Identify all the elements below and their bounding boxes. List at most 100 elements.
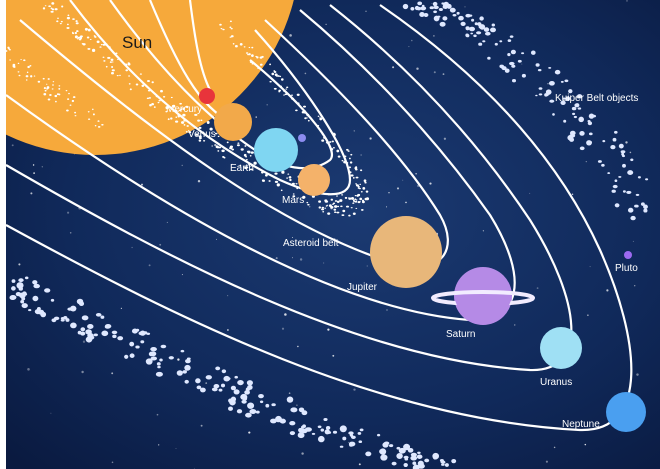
kuiper-object bbox=[569, 137, 575, 142]
kuiper-object bbox=[221, 369, 227, 374]
star bbox=[292, 257, 293, 259]
star bbox=[301, 452, 304, 455]
asteroid bbox=[352, 177, 355, 179]
asteroid bbox=[72, 18, 75, 20]
kuiper-object bbox=[396, 453, 403, 459]
asteroid bbox=[25, 79, 28, 81]
asteroid bbox=[25, 75, 29, 78]
kuiper-object bbox=[101, 330, 109, 337]
asteroid bbox=[287, 173, 290, 175]
asteroid bbox=[48, 5, 52, 8]
asteroid bbox=[331, 140, 334, 143]
kuiper-object bbox=[24, 276, 29, 280]
asteroid bbox=[362, 187, 366, 190]
asteroid bbox=[44, 89, 47, 92]
kuiper-object bbox=[622, 163, 626, 168]
asteroid bbox=[285, 88, 288, 90]
asteroid bbox=[117, 58, 119, 60]
asteroid bbox=[68, 92, 70, 95]
kuiper-object bbox=[391, 461, 397, 466]
asteroid bbox=[307, 119, 310, 122]
asteroid bbox=[219, 23, 222, 26]
asteroid bbox=[340, 205, 343, 208]
kuiper-object bbox=[215, 366, 221, 371]
kuiper-object bbox=[410, 452, 417, 457]
mercury-label: Mercury bbox=[166, 104, 202, 115]
star bbox=[402, 179, 404, 181]
asteroid bbox=[216, 146, 220, 149]
asteroid bbox=[179, 102, 182, 105]
asteroid bbox=[354, 195, 357, 197]
asteroid bbox=[354, 166, 358, 170]
star bbox=[292, 237, 293, 238]
kuiper-object bbox=[571, 106, 577, 111]
kuiper-object bbox=[439, 21, 446, 27]
asteroid bbox=[61, 5, 64, 8]
asteroid bbox=[97, 120, 100, 122]
kuiper-object bbox=[510, 49, 516, 55]
kuiper-object bbox=[403, 443, 411, 451]
star bbox=[587, 314, 589, 316]
asteroid bbox=[17, 62, 20, 65]
kuiper-object bbox=[494, 42, 498, 46]
asteroid bbox=[198, 139, 202, 142]
asteroid bbox=[243, 153, 247, 157]
kuiper-object bbox=[342, 436, 347, 441]
kuiper-object bbox=[424, 458, 430, 463]
kuiper-object bbox=[53, 316, 60, 321]
asteroid bbox=[288, 176, 292, 179]
asteroid bbox=[129, 88, 132, 91]
kuiper-object bbox=[458, 15, 464, 21]
asteroid bbox=[99, 46, 102, 48]
asteroid bbox=[50, 7, 53, 9]
asteroid bbox=[250, 151, 254, 154]
asteroid bbox=[306, 201, 309, 204]
asteroid bbox=[178, 109, 182, 112]
asteroid bbox=[332, 147, 335, 149]
kuiper-belt bbox=[9, 1, 649, 469]
kuiper-object bbox=[433, 10, 437, 14]
kuiper-object bbox=[509, 61, 515, 66]
star bbox=[332, 354, 335, 357]
kuiper-object bbox=[602, 140, 606, 143]
kuiper-object bbox=[184, 379, 189, 384]
kuiper-object bbox=[565, 96, 571, 102]
asteroid bbox=[359, 183, 362, 186]
asteroid bbox=[9, 59, 11, 61]
asteroid bbox=[72, 32, 75, 35]
star bbox=[433, 71, 436, 74]
asteroid bbox=[332, 133, 336, 137]
star bbox=[50, 412, 52, 414]
star bbox=[81, 370, 84, 374]
asteroid bbox=[82, 43, 86, 46]
asteroid bbox=[255, 55, 258, 58]
mars-label: Mars bbox=[282, 195, 304, 206]
star bbox=[571, 193, 574, 195]
asteroid bbox=[109, 61, 112, 64]
kuiper-object bbox=[44, 288, 51, 293]
star bbox=[365, 10, 367, 12]
asteroid bbox=[345, 162, 348, 165]
asteroid bbox=[339, 199, 343, 202]
asteroid bbox=[352, 212, 356, 216]
kuiper-object bbox=[465, 26, 469, 29]
asteroid bbox=[57, 17, 59, 19]
kuiper-object bbox=[441, 2, 445, 5]
kuiper-object bbox=[228, 398, 233, 403]
star bbox=[405, 201, 407, 204]
kuiper-object bbox=[185, 358, 191, 364]
kuiper-object bbox=[271, 403, 276, 407]
asteroid bbox=[276, 75, 278, 77]
asteroid bbox=[160, 89, 163, 93]
kuiper-object bbox=[635, 193, 640, 196]
asteroid bbox=[273, 176, 276, 179]
kuiper-object bbox=[339, 445, 344, 448]
star bbox=[156, 413, 159, 416]
asteroid bbox=[251, 46, 254, 49]
kuiper-object bbox=[148, 351, 154, 357]
star bbox=[69, 232, 72, 234]
kuiper-object bbox=[20, 299, 25, 304]
asteroid bbox=[182, 107, 186, 110]
asteroid bbox=[74, 115, 77, 117]
kuiper-object bbox=[180, 349, 185, 353]
